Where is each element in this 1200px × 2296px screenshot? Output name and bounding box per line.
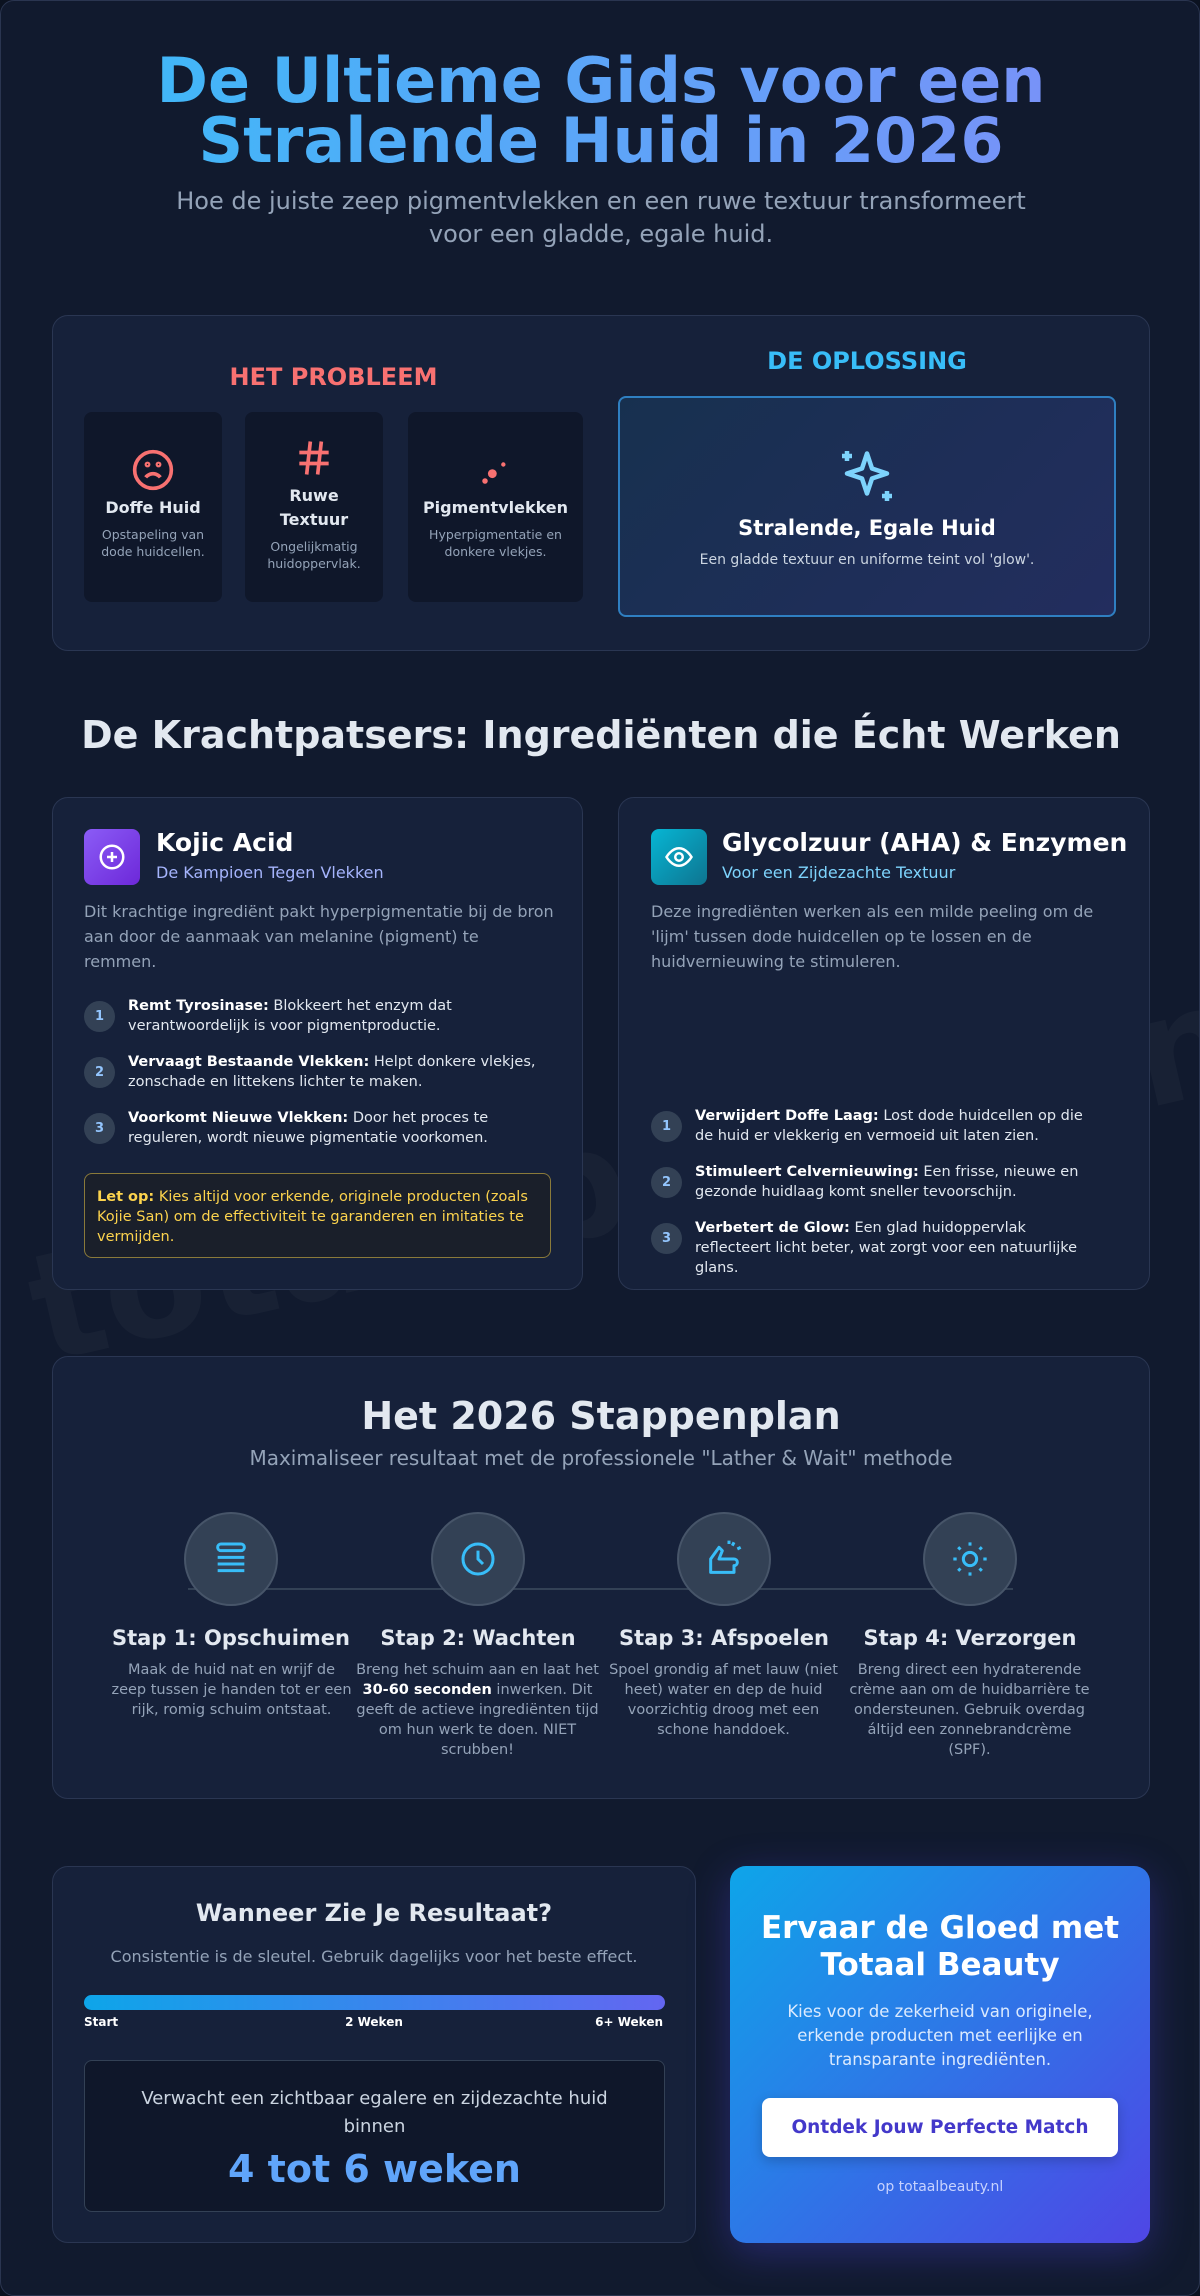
step-title: Stap 3: Afspoelen xyxy=(619,1626,829,1650)
timeline-label: 2 Weken xyxy=(345,2015,403,2029)
point: Vervaagt Bestaande Vlekken: Helpt donker… xyxy=(128,1052,553,1092)
problem-card: Ruwe Textuur Ongelijkmatig huidoppervlak… xyxy=(245,412,383,602)
cta-button[interactable]: Ontdek Jouw Perfecte Match xyxy=(762,2098,1118,2157)
card-title: Glycolzuur (AHA) & Enzymen xyxy=(722,828,1128,857)
point-badge: 3 xyxy=(651,1223,682,1254)
note: Let op: Kies altijd voor erkende, origin… xyxy=(84,1173,551,1258)
timeline-label: Start xyxy=(84,2015,119,2029)
point-badge: 1 xyxy=(651,1111,682,1142)
plan-subtitle: Maximaliseer resultaat met de profession… xyxy=(249,1446,953,1470)
solution-heading: DE OPLOSSING xyxy=(767,347,967,375)
card-title: Kojic Acid xyxy=(156,828,294,857)
step-text-bold: 30-60 seconden xyxy=(362,1682,492,1698)
point-text: Een glad huidoppervlak reflecteert licht… xyxy=(695,1220,1078,1276)
title: Stralende Huid in 2026 xyxy=(1,110,1199,172)
step-title: Stap 2: Wachten xyxy=(380,1626,576,1650)
point: Voorkomt Nieuwe Vlekken: Door het proces… xyxy=(128,1108,553,1148)
note-text: Kies altijd voor erkende, originele prod… xyxy=(97,1189,528,1245)
icon xyxy=(132,449,174,491)
timeline-label: 6+ Weken xyxy=(595,2015,663,2029)
point-lead: Verbetert de Glow: xyxy=(695,1220,850,1236)
solution-card: Stralende, Egale Huid Een gladde textuur… xyxy=(618,396,1116,617)
card-subtitle: Voor een Zijdezachte Textuur xyxy=(722,863,956,882)
point-badge: 3 xyxy=(84,1113,115,1144)
icon xyxy=(299,441,329,475)
point-text: Door het proces te reguleren, wordt nieu… xyxy=(128,1110,489,1146)
icon xyxy=(84,829,140,885)
duration: 4 tot 6 weken xyxy=(228,2147,521,2191)
point-lead: Remt Tyrosinase: xyxy=(128,998,269,1014)
point: Stimuleert Celvernieuwing: Een frisse, n… xyxy=(695,1162,1105,1202)
point-badge: 2 xyxy=(84,1057,115,1088)
point-text: Helpt donkere vlekjes, zonschade en litt… xyxy=(128,1054,536,1090)
connector-line xyxy=(188,1588,1013,1590)
problem-title: Ruwe Textuur xyxy=(279,486,349,529)
problem-text: Opstapeling van dode huidcellen. xyxy=(101,527,205,559)
icon xyxy=(651,829,707,885)
solution-title: Stralende, Egale Huid xyxy=(738,516,996,540)
step-icon xyxy=(923,1512,1017,1606)
point-lead: Verwijdert Doffe Laag: xyxy=(695,1108,879,1124)
step-icon xyxy=(431,1512,525,1606)
cta-card: Ervaar de Gloed met Totaal Beauty Kies v… xyxy=(730,1866,1150,2243)
problem-text: Hyperpigmentatie en donkere vlekjes. xyxy=(429,527,562,559)
point-badge: 2 xyxy=(651,1167,682,1198)
title: De Ultieme Gids voor een xyxy=(1,50,1199,112)
expect-box: Verwacht een zichtbaar egalere en zijdez… xyxy=(84,2060,665,2212)
card-intro: Dit krachtige ingrediënt pakt hyperpigme… xyxy=(84,902,554,971)
problem-card: Pigmentvlekken Hyperpigmentatie en donke… xyxy=(408,412,583,602)
cta-text: Kies voor de zekerheid van originele, er… xyxy=(787,2002,1093,2069)
point-lead: Stimuleert Celvernieuwing: xyxy=(695,1164,919,1180)
icon xyxy=(842,451,892,501)
results-subtitle: Consistentie is de sleutel. Gebruik dage… xyxy=(110,1947,638,1966)
step-icon xyxy=(184,1512,278,1606)
step-title: Stap 1: Opschuimen xyxy=(111,1626,350,1650)
point-text: Blokkeert het enzym dat verantwoordelijk… xyxy=(128,998,452,1034)
results-title: Wanneer Zie Je Resultaat? xyxy=(195,1899,553,1927)
point: Verwijdert Doffe Laag: Lost dode huidcel… xyxy=(695,1106,1105,1146)
point: Verbetert de Glow: Een glad huidoppervla… xyxy=(695,1218,1105,1278)
step-title: Stap 4: Verzorgen xyxy=(863,1626,1077,1650)
problem-title: Pigmentvlekken xyxy=(422,498,569,517)
expect-text: Verwacht een zichtbaar egalere en zijdez… xyxy=(141,2088,608,2137)
point: Remt Tyrosinase: Blokkeert het enzym dat… xyxy=(128,996,553,1036)
section-heading: De Krachtpatsers: Ingrediënten die Écht … xyxy=(81,713,1121,757)
problem-heading: HET PROBLEEM xyxy=(229,363,438,391)
step-text: Maak de huid nat en wrijf de zeep tussen… xyxy=(111,1662,352,1718)
step-text: inwerken. Dit geeft de actieve ingrediën… xyxy=(356,1682,599,1758)
note-lead: Let op: xyxy=(97,1189,155,1205)
cta-title: Ervaar de Gloed met Totaal Beauty xyxy=(760,1910,1120,1983)
timeline-bar xyxy=(84,1995,665,2010)
point-text: Een frisse, nieuwe en gezonde huidlaag k… xyxy=(695,1164,1079,1200)
solution-text: Een gladde textuur en uniforme teint vol… xyxy=(699,552,1035,568)
step-text: Breng het schuim aan en laat het 30-60 s… xyxy=(355,1660,600,1760)
point-lead: Vervaagt Bestaande Vlekken: xyxy=(128,1054,370,1070)
problem-title: Doffe Huid xyxy=(105,498,201,517)
point-lead: Voorkomt Nieuwe Vlekken: xyxy=(128,1110,349,1126)
step-icon xyxy=(677,1512,771,1606)
problem-card: Doffe Huid Opstapeling van dode huidcell… xyxy=(84,412,222,602)
step-text: Breng het schuim aan en laat het xyxy=(356,1662,599,1678)
step-text: Spoel grondig af met lauw (niet heet) wa… xyxy=(609,1662,838,1738)
subtitle: Hoe de juiste zeep pigmentvlekken en een… xyxy=(176,187,1026,248)
plan-title: Het 2026 Stappenplan xyxy=(361,1394,841,1438)
cta-site: op totaalbeauty.nl xyxy=(876,2179,1004,2195)
card-subtitle: De Kampioen Tegen Vlekken xyxy=(156,863,384,882)
problem-text: Ongelijkmatig huidoppervlak. xyxy=(267,539,361,571)
step-text: Breng direct een hydraterende crème aan … xyxy=(849,1662,1090,1758)
card-intro: Deze ingrediënten werken als een milde p… xyxy=(651,902,1094,971)
point-text: Lost dode huidcellen op die de huid er v… xyxy=(695,1108,1083,1144)
point-badge: 1 xyxy=(84,1001,115,1032)
icon xyxy=(481,462,506,484)
